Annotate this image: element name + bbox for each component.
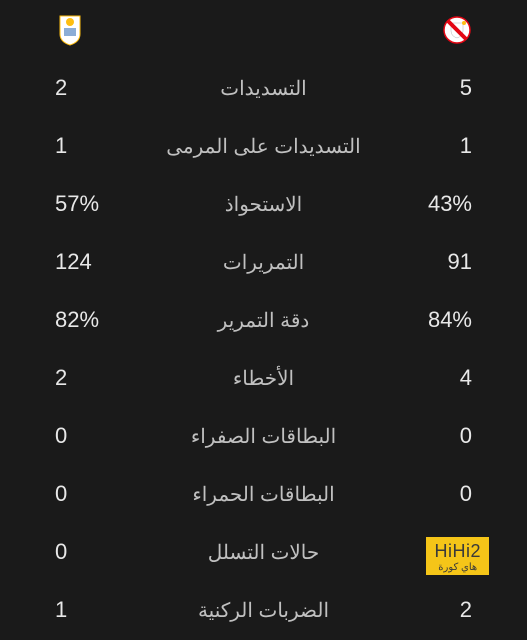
stat-label: الاستحواذ (115, 192, 412, 217)
stat-away-value: 84% (412, 307, 472, 333)
stat-label: التسديدات على المرمى (115, 134, 412, 159)
stat-away-value: 1 (412, 133, 472, 159)
stat-row: 2 الأخطاء 4 (55, 365, 472, 391)
stat-home-value: 1 (55, 133, 115, 159)
home-team-logo (55, 15, 85, 45)
stat-label: الأخطاء (115, 366, 412, 391)
stat-away-value: 43% (412, 191, 472, 217)
stat-away-value: 0 (412, 481, 472, 507)
stat-home-value: 57% (55, 191, 115, 217)
stat-row: 124 التمريرات 91 (55, 249, 472, 275)
stat-home-value: 0 (55, 539, 115, 565)
stat-away-value: 5 (412, 75, 472, 101)
stats-list: 2 التسديدات 5 1 التسديدات على المرمى 1 5… (55, 75, 472, 623)
away-team-logo (442, 15, 472, 45)
stat-away-value: 2 (412, 597, 472, 623)
stat-home-value: 2 (55, 75, 115, 101)
watermark-sub: هاي كورة (434, 562, 481, 573)
stat-home-value: 0 (55, 481, 115, 507)
stat-row: 2 التسديدات 5 (55, 75, 472, 101)
stat-row: 0 البطاقات الصفراء 0 (55, 423, 472, 449)
stat-label: التسديدات (115, 76, 412, 101)
stat-label: التمريرات (115, 250, 412, 275)
stat-label: البطاقات الصفراء (115, 424, 412, 449)
header (55, 15, 472, 45)
stat-row: 1 التسديدات على المرمى 1 (55, 133, 472, 159)
stat-row: 1 الضربات الركنية 2 (55, 597, 472, 623)
stat-away-value: 4 (412, 365, 472, 391)
stat-row: 0 حالات التسلل 0 (55, 539, 472, 565)
stat-label: حالات التسلل (115, 540, 412, 565)
stat-label: دقة التمرير (115, 308, 412, 333)
stat-home-value: 82% (55, 307, 115, 333)
stat-home-value: 0 (55, 423, 115, 449)
stat-home-value: 1 (55, 597, 115, 623)
watermark: HiHi2 هاي كورة (426, 537, 489, 575)
stat-label: البطاقات الحمراء (115, 482, 412, 507)
watermark-main: HiHi2 (434, 541, 481, 562)
stat-row: 57% الاستحواذ 43% (55, 191, 472, 217)
stat-away-value: 91 (412, 249, 472, 275)
stat-away-value: 0 (412, 423, 472, 449)
stat-label: الضربات الركنية (115, 598, 412, 623)
stat-row: 82% دقة التمرير 84% (55, 307, 472, 333)
stat-home-value: 124 (55, 249, 115, 275)
stat-home-value: 2 (55, 365, 115, 391)
stat-row: 0 البطاقات الحمراء 0 (55, 481, 472, 507)
